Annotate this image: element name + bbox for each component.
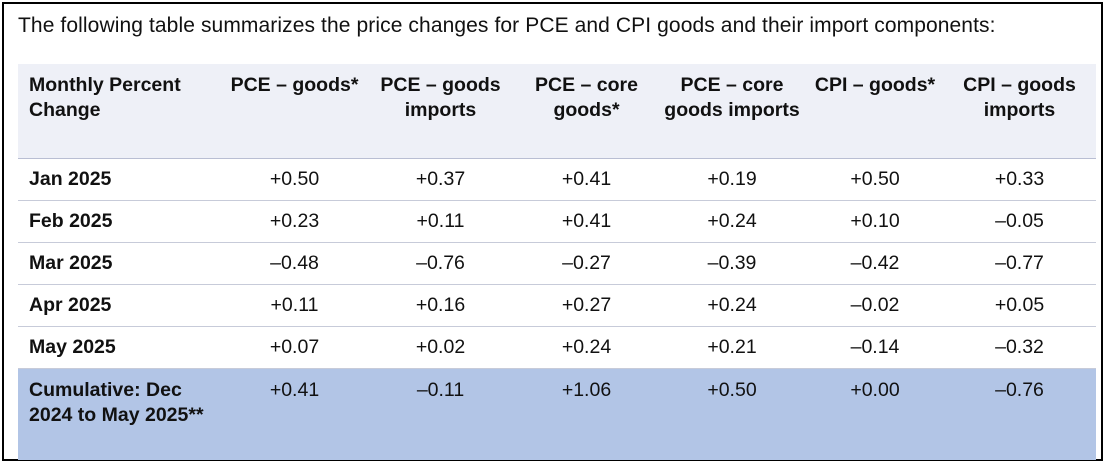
table-cell: +0.24 xyxy=(657,200,807,243)
header-pce-core-goods-imports: PCE – core goods imports xyxy=(657,64,807,159)
header-pce-goods-imports: PCE – goods imports xyxy=(365,64,516,159)
header-cpi-goods-imports: CPI – goods imports xyxy=(943,64,1096,159)
table-cell: –0.39 xyxy=(657,242,807,285)
table-cell: +0.02 xyxy=(365,326,516,369)
table-cell: +0.41 xyxy=(224,368,365,460)
row-label: Feb 2025 xyxy=(18,200,224,243)
table-cell: –0.76 xyxy=(365,242,516,285)
table-cell: +0.16 xyxy=(365,284,516,327)
table-cell: +0.10 xyxy=(807,200,943,243)
table-cell: +0.41 xyxy=(516,200,657,243)
header-pce-core-goods: PCE – core goods* xyxy=(516,64,657,159)
table-cell: –0.05 xyxy=(943,200,1096,243)
table-cell: +0.24 xyxy=(657,284,807,327)
table-cell: +0.50 xyxy=(657,368,807,460)
intro-text: The following table summarizes the price… xyxy=(18,14,996,37)
table-cell: +0.05 xyxy=(943,284,1096,327)
table-cell: –0.27 xyxy=(516,242,657,285)
table-cell: +0.00 xyxy=(807,368,943,460)
table-header-row: Monthly Percent Change PCE – goods* PCE … xyxy=(18,64,1096,159)
table-cell: –0.14 xyxy=(807,326,943,369)
row-label: Mar 2025 xyxy=(18,242,224,285)
table-cell: +0.24 xyxy=(516,326,657,369)
row-label: May 2025 xyxy=(18,326,224,369)
table-cell: +0.11 xyxy=(224,284,365,327)
table-cell: –0.77 xyxy=(943,242,1096,285)
table-cell: +0.23 xyxy=(224,200,365,243)
cumulative-row: Cumulative: Dec 2024 to May 2025** +0.41… xyxy=(18,368,1096,460)
table-cell: +0.11 xyxy=(365,200,516,243)
row-label: Jan 2025 xyxy=(18,158,224,201)
table-row: Feb 2025 +0.23 +0.11 +0.41 +0.24 +0.10 –… xyxy=(18,200,1096,243)
table-row: Jan 2025 +0.50 +0.37 +0.41 +0.19 +0.50 +… xyxy=(18,158,1096,201)
table-cell: +0.41 xyxy=(516,158,657,201)
header-monthly-percent-change: Monthly Percent Change xyxy=(18,64,224,159)
table-row: Mar 2025 –0.48 –0.76 –0.27 –0.39 –0.42 –… xyxy=(18,242,1096,285)
table-row: Apr 2025 +0.11 +0.16 +0.27 +0.24 –0.02 +… xyxy=(18,284,1096,327)
table-cell: +0.19 xyxy=(657,158,807,201)
table-cell: –0.32 xyxy=(943,326,1096,369)
table-cell: –0.02 xyxy=(807,284,943,327)
table-cell: +1.06 xyxy=(516,368,657,460)
table-cell: +0.50 xyxy=(224,158,365,201)
table-cell: +0.21 xyxy=(657,326,807,369)
table-cell: –0.48 xyxy=(224,242,365,285)
header-cpi-goods: CPI – goods* xyxy=(807,64,943,159)
table-cell: +0.37 xyxy=(365,158,516,201)
row-label-cumulative: Cumulative: Dec 2024 to May 2025** xyxy=(18,368,224,460)
price-change-table: Monthly Percent Change PCE – goods* PCE … xyxy=(18,64,1096,460)
header-pce-goods: PCE – goods* xyxy=(224,64,365,159)
table-cell: +0.50 xyxy=(807,158,943,201)
row-label: Apr 2025 xyxy=(18,284,224,327)
table-cell: –0.42 xyxy=(807,242,943,285)
table-cell: +0.07 xyxy=(224,326,365,369)
table-row: May 2025 +0.07 +0.02 +0.24 +0.21 –0.14 –… xyxy=(18,326,1096,369)
table-cell: +0.33 xyxy=(943,158,1096,201)
table-cell: –0.11 xyxy=(365,368,516,460)
table-cell: –0.76 xyxy=(943,368,1096,460)
table-cell: +0.27 xyxy=(516,284,657,327)
